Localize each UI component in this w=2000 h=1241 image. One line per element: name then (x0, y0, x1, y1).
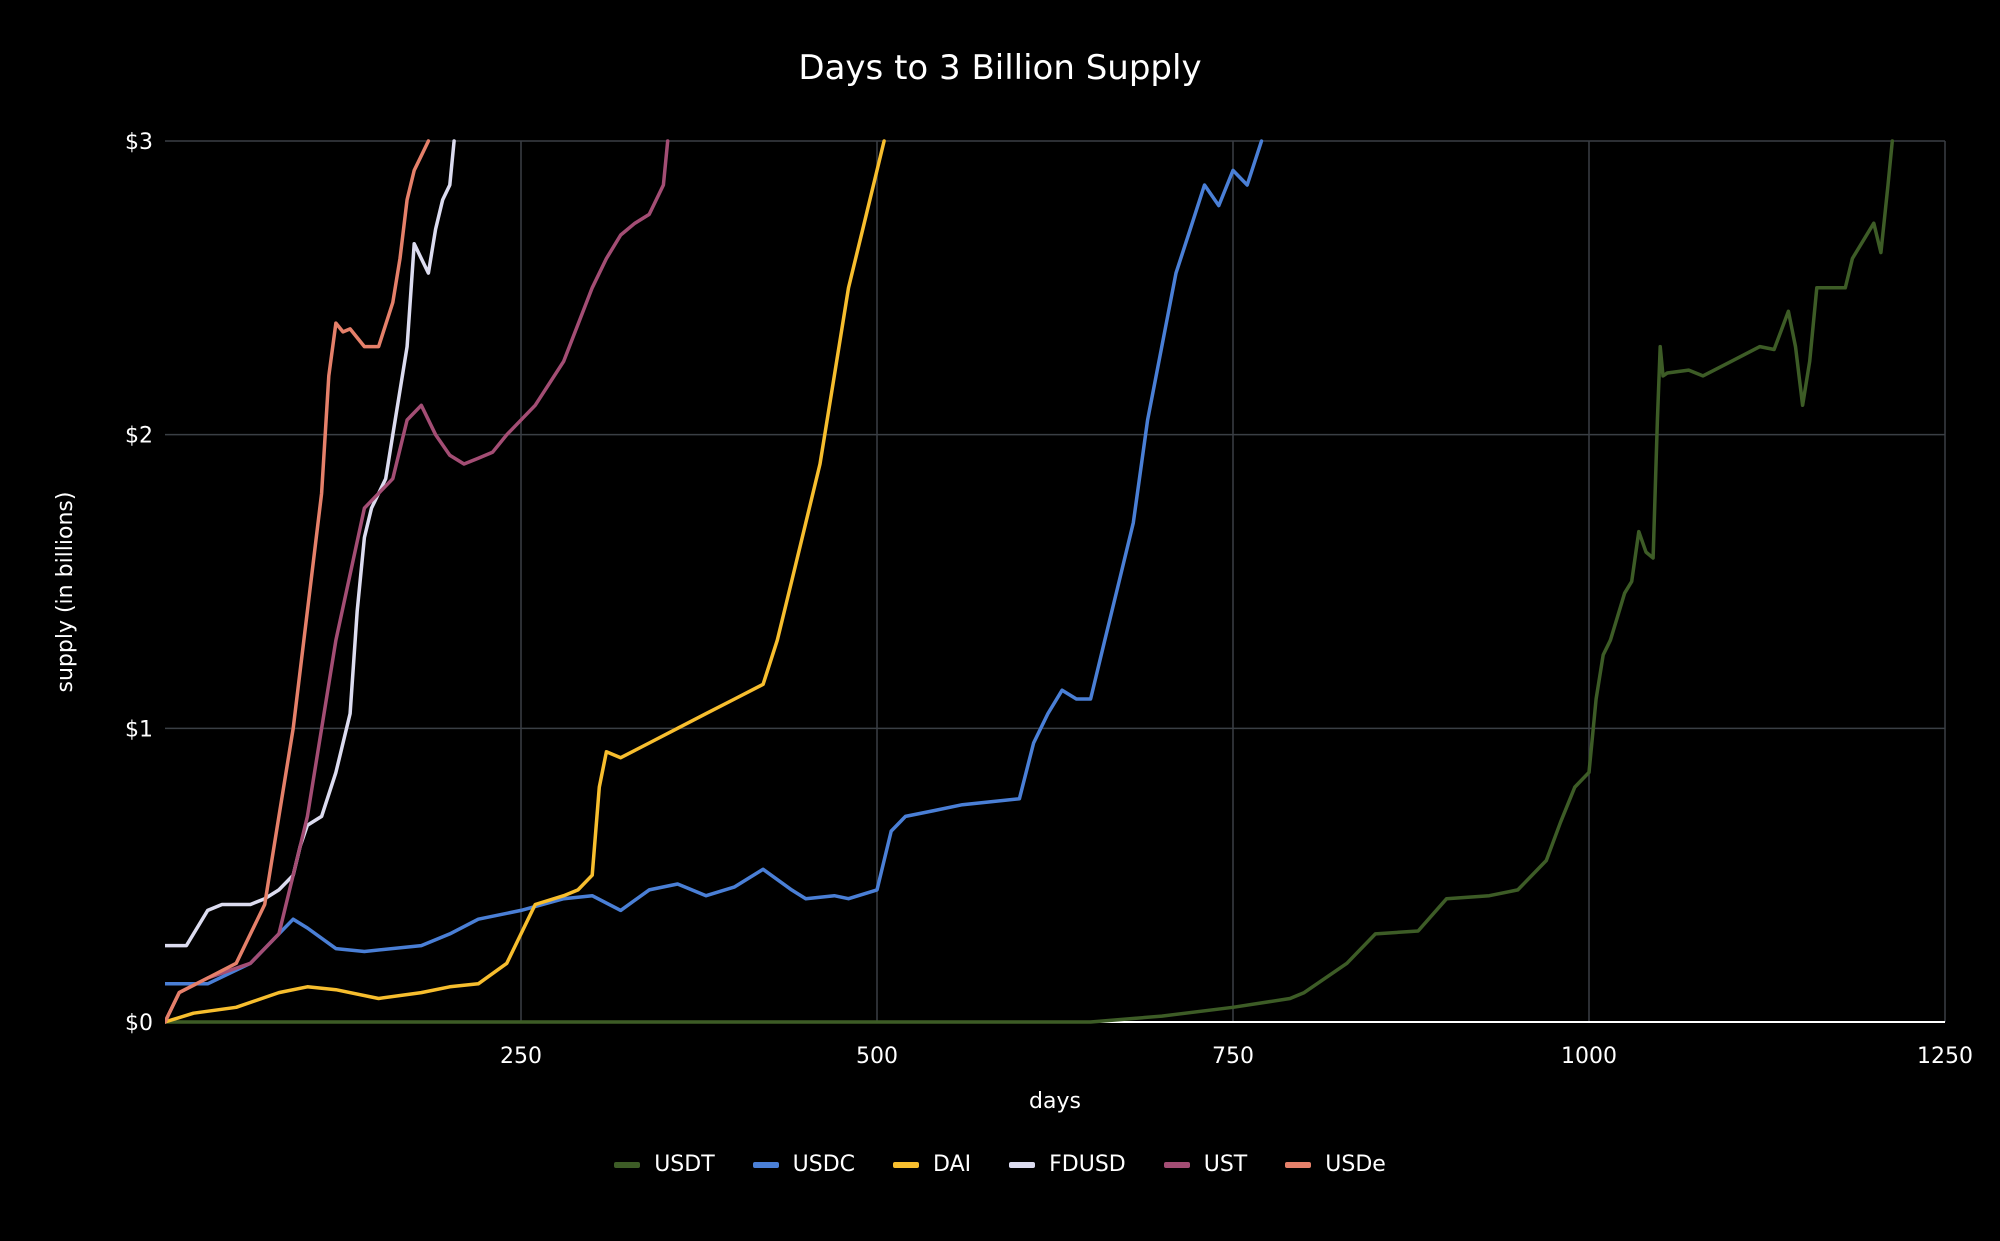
legend-swatch (893, 1161, 920, 1168)
legend-swatch (752, 1161, 779, 1168)
legend-label: UST (1203, 1152, 1248, 1177)
y-tick-label: $2 (125, 424, 153, 449)
legend-item-dai[interactable]: DAI (893, 1152, 971, 1177)
x-axis-title: days (1029, 1089, 1081, 1114)
y-tick-label: $0 (125, 1011, 153, 1036)
x-tick-label: 500 (856, 1044, 898, 1069)
legend: USDT USDC DAI FDUSD UST USDe (0, 1152, 2000, 1177)
x-tick-label: 1250 (1917, 1044, 1973, 1069)
legend-item-usde[interactable]: USDe (1285, 1152, 1386, 1177)
series-line-dai (165, 139, 886, 1024)
y-tick-label: $1 (125, 717, 153, 742)
series-line-usdc (165, 139, 1264, 986)
legend-item-usdc[interactable]: USDC (752, 1152, 856, 1177)
legend-item-ust[interactable]: UST (1163, 1152, 1248, 1177)
legend-label: USDT (654, 1152, 715, 1177)
legend-label: DAI (933, 1152, 972, 1177)
legend-swatch (1285, 1161, 1312, 1168)
grid-layer (165, 140, 1946, 1022)
series-line-usde (165, 139, 431, 1024)
chart-title: Days to 3 Billion Supply (798, 48, 1202, 88)
legend-swatch (1009, 1161, 1036, 1168)
y-tick-label: $3 (125, 130, 153, 155)
legend-swatch (614, 1161, 641, 1168)
legend-item-fdusd[interactable]: FDUSD (1009, 1152, 1126, 1177)
legend-swatch (1163, 1161, 1190, 1168)
legend-label: USDC (792, 1152, 856, 1177)
series-line-usdt (165, 139, 1895, 1024)
x-tick-label: 1000 (1561, 1044, 1617, 1069)
y-axis-title: supply (in billions) (53, 492, 78, 693)
legend-item-usdt[interactable]: USDT (614, 1152, 715, 1177)
axes-layer: 250 500 750 1000 1250 $0 $1 $2 $3 (125, 130, 1973, 1069)
series-line-fdusd (165, 139, 456, 948)
legend-label: USDe (1325, 1152, 1386, 1177)
legend-label: FDUSD (1049, 1152, 1126, 1177)
series-line-ust (165, 139, 670, 1024)
x-tick-label: 250 (500, 1044, 542, 1069)
series-layer (165, 139, 1895, 1024)
x-tick-label: 750 (1212, 1044, 1254, 1069)
